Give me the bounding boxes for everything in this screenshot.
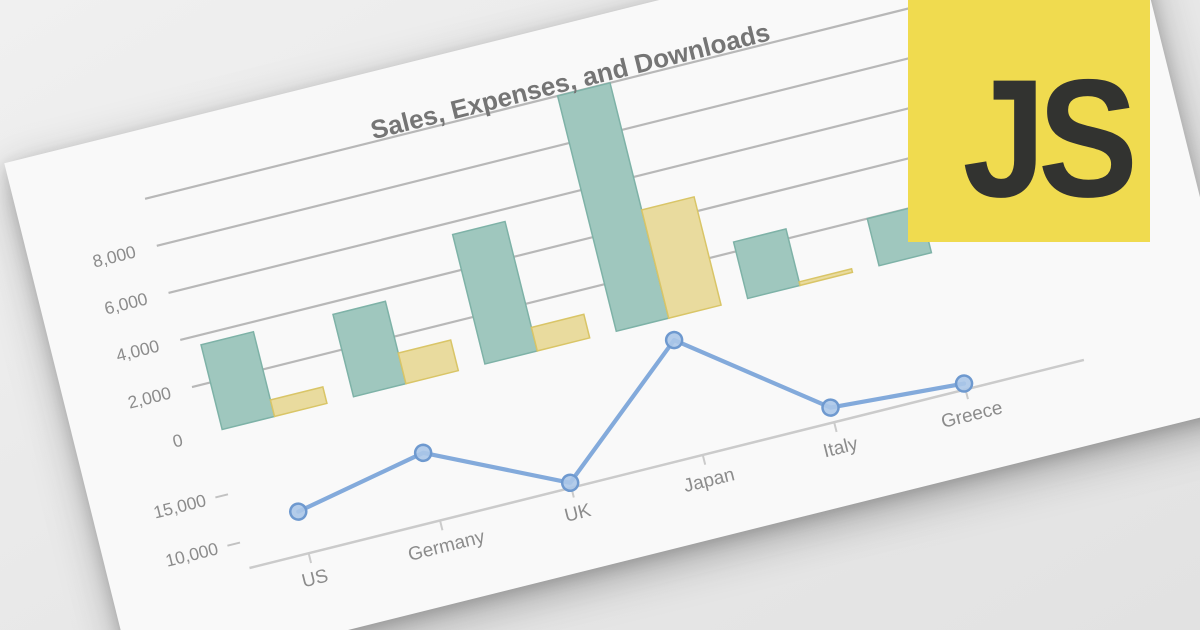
javascript-logo-text: JS (962, 43, 1139, 233)
svg-text:8,000: 8,000 (91, 241, 139, 271)
svg-text:US: US (300, 566, 331, 593)
axes-and-ticks (215, 358, 1085, 570)
svg-text:UK: UK (562, 500, 593, 527)
svg-text:Italy: Italy (821, 433, 860, 462)
svg-text:10,000: 10,000 (163, 538, 220, 570)
svg-text:15,000: 15,000 (151, 490, 208, 522)
svg-text:6,000: 6,000 (102, 288, 150, 318)
svg-text:Greece: Greece (939, 397, 1005, 432)
svg-text:2,000: 2,000 (126, 383, 174, 413)
javascript-logo-badge: JS (908, 0, 1150, 242)
svg-text:Japan: Japan (682, 464, 737, 497)
svg-text:0: 0 (170, 430, 185, 452)
bar-series (200, 81, 933, 431)
line-series (289, 330, 974, 521)
svg-text:Germany: Germany (406, 526, 487, 565)
svg-text:4,000: 4,000 (114, 336, 162, 366)
